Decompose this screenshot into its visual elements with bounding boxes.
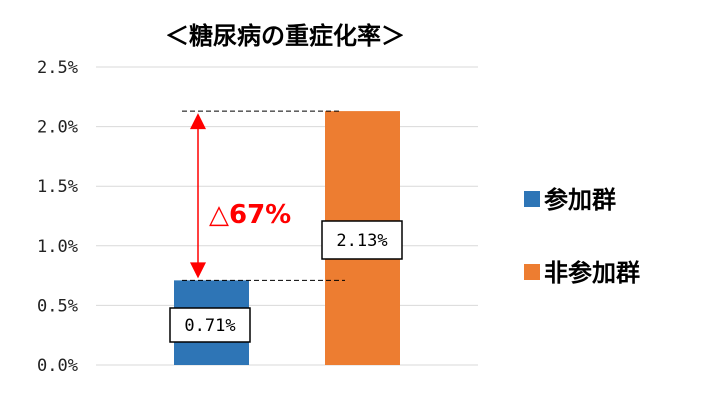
chart-title: ＜糖尿病の重症化率＞ bbox=[165, 22, 405, 50]
difference-annotation: △67% bbox=[182, 110, 345, 281]
legend-swatch bbox=[524, 191, 540, 207]
data-label-box bbox=[321, 220, 403, 260]
y-tick-label: 2.5% bbox=[37, 58, 78, 78]
data-labels: 0.71% 2.13% bbox=[169, 220, 403, 343]
legend-swatch bbox=[524, 264, 540, 280]
legend-label: 参加群 bbox=[544, 186, 616, 214]
arrow-up-icon bbox=[190, 113, 206, 130]
data-label: 0.71% bbox=[184, 316, 235, 336]
legend-label: 非参加群 bbox=[544, 259, 640, 287]
y-axis: 0.0% 0.5% 1.0% 1.5% 2.0% 2.5% bbox=[37, 58, 78, 376]
arrow-down-icon bbox=[190, 262, 206, 279]
grid-lines bbox=[96, 66, 478, 366]
y-tick-label: 0.5% bbox=[37, 296, 78, 316]
y-tick-label: 0.0% bbox=[37, 356, 78, 376]
difference-label: △67% bbox=[209, 200, 291, 230]
y-tick-label: 1.5% bbox=[37, 177, 78, 197]
y-tick-label: 2.0% bbox=[37, 118, 78, 138]
y-tick-label: 1.0% bbox=[37, 237, 78, 257]
data-label: 2.13% bbox=[336, 231, 387, 251]
data-label-box bbox=[169, 307, 251, 343]
